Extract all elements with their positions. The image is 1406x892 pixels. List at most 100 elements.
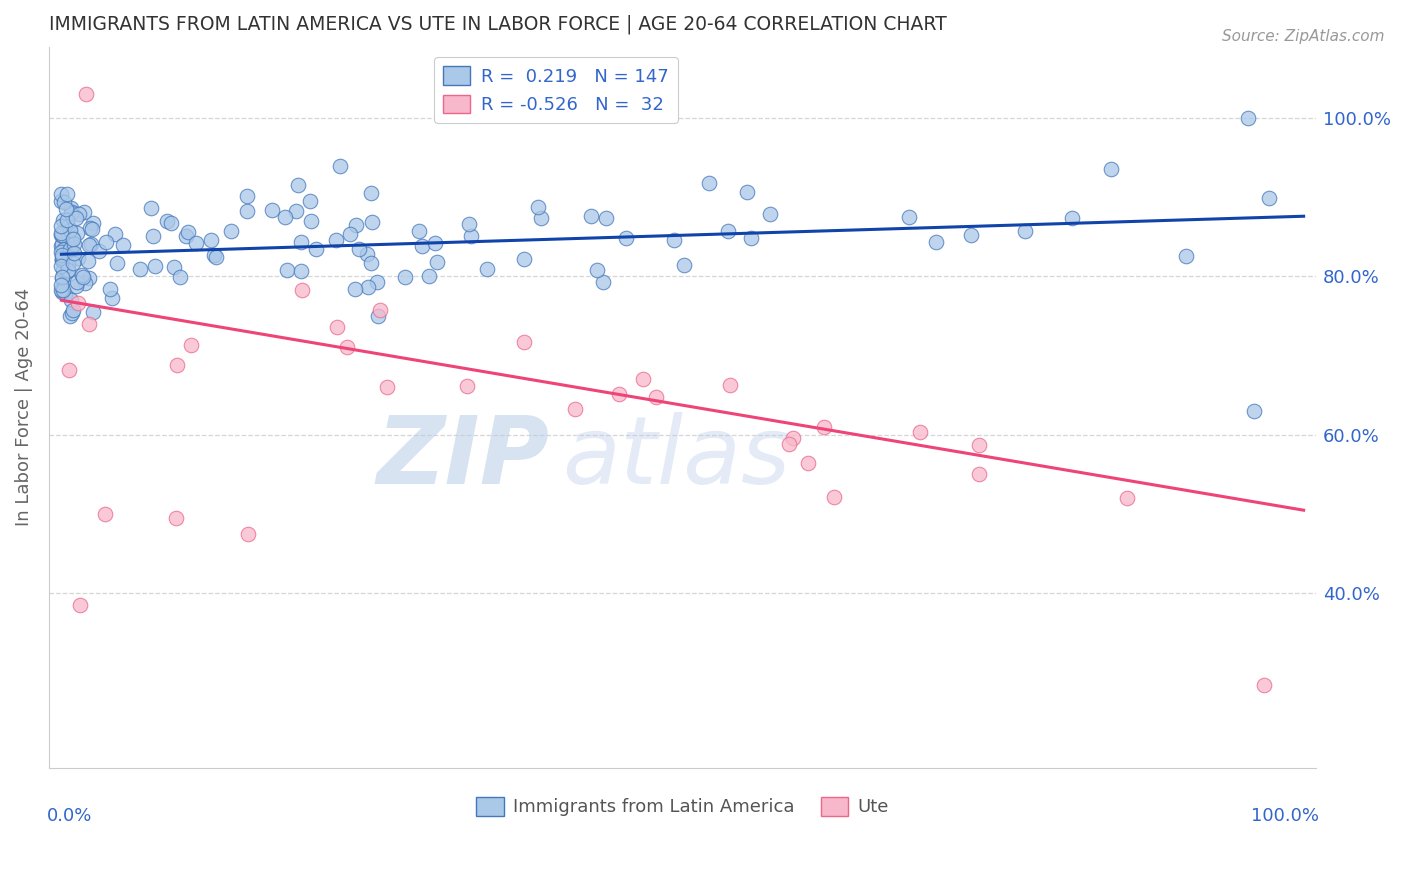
Point: [60, 205, 83, 219]
Point: [204, 248, 226, 262]
Point: [62, 256, 84, 270]
Point: [367, 309, 389, 323]
Point: [60, 306, 83, 320]
Point: [205, 250, 228, 264]
Point: [287, 178, 309, 192]
Point: [53, 242, 76, 256]
Text: IMMIGRANTS FROM LATIN AMERICA VS UTE IN LABOR FORCE | AGE 20-64 CORRELATION CHAR: IMMIGRANTS FROM LATIN AMERICA VS UTE IN …: [49, 15, 946, 35]
Point: [67, 207, 90, 221]
Y-axis label: In Labor Force | Age 20-64: In Labor Force | Age 20-64: [15, 288, 32, 526]
Point: [155, 214, 177, 228]
Text: 100.0%: 100.0%: [1250, 807, 1319, 825]
Point: [530, 211, 553, 226]
Point: [51, 227, 73, 241]
Point: [908, 425, 931, 439]
Point: [1099, 162, 1122, 177]
Point: [418, 269, 440, 284]
Point: [305, 242, 328, 256]
Point: [75, 277, 97, 291]
Point: [51, 269, 73, 284]
Point: [356, 280, 378, 294]
Point: [285, 204, 308, 219]
Point: [53, 287, 76, 301]
Point: [344, 282, 367, 296]
Point: [740, 231, 762, 245]
Point: [1014, 224, 1036, 238]
Point: [360, 256, 382, 270]
Point: [664, 233, 686, 247]
Point: [75, 87, 97, 102]
Point: [1062, 211, 1084, 225]
Point: [56, 258, 79, 272]
Point: [718, 378, 741, 392]
Point: [82, 305, 104, 319]
Point: [336, 340, 359, 354]
Point: [56, 245, 79, 260]
Point: [51, 248, 73, 262]
Point: [1253, 677, 1275, 691]
Point: [51, 244, 73, 259]
Point: [274, 210, 297, 224]
Point: [51, 219, 73, 233]
Point: [56, 186, 79, 201]
Point: [77, 238, 100, 252]
Point: [361, 215, 384, 229]
Point: [94, 507, 117, 521]
Point: [73, 205, 96, 219]
Point: [51, 187, 73, 202]
Point: [513, 252, 536, 266]
Point: [823, 490, 845, 504]
Point: [159, 216, 181, 230]
Legend: Immigrants from Latin America, Ute: Immigrants from Latin America, Ute: [470, 789, 896, 823]
Point: [69, 599, 91, 613]
Point: [143, 259, 166, 273]
Point: [174, 229, 197, 244]
Point: [717, 224, 740, 238]
Point: [77, 271, 100, 285]
Point: [290, 264, 312, 278]
Point: [58, 263, 80, 277]
Point: [51, 283, 73, 297]
Point: [411, 238, 433, 252]
Point: [298, 194, 321, 208]
Point: [66, 226, 89, 240]
Point: [967, 438, 990, 452]
Point: [1236, 111, 1258, 125]
Point: [408, 224, 430, 238]
Point: [425, 236, 447, 251]
Point: [236, 204, 259, 219]
Point: [55, 202, 77, 216]
Point: [645, 390, 668, 404]
Point: [375, 380, 398, 394]
Point: [51, 271, 73, 285]
Point: [579, 209, 602, 223]
Point: [813, 420, 835, 434]
Point: [672, 258, 695, 272]
Point: [82, 216, 104, 230]
Point: [607, 386, 630, 401]
Point: [325, 233, 347, 247]
Point: [925, 235, 948, 250]
Point: [79, 221, 101, 235]
Point: [299, 214, 322, 228]
Point: [219, 224, 242, 238]
Point: [62, 232, 84, 246]
Point: [782, 431, 804, 445]
Point: [356, 247, 378, 261]
Point: [70, 268, 93, 282]
Point: [80, 222, 103, 236]
Point: [51, 251, 73, 265]
Point: [51, 236, 73, 251]
Point: [98, 282, 121, 296]
Point: [67, 295, 90, 310]
Point: [1243, 404, 1265, 418]
Point: [329, 159, 352, 173]
Point: [77, 317, 100, 331]
Point: [592, 275, 614, 289]
Point: [475, 262, 498, 277]
Point: [51, 227, 73, 242]
Point: [186, 235, 208, 250]
Point: [163, 260, 186, 274]
Point: [967, 467, 990, 482]
Point: [56, 219, 79, 233]
